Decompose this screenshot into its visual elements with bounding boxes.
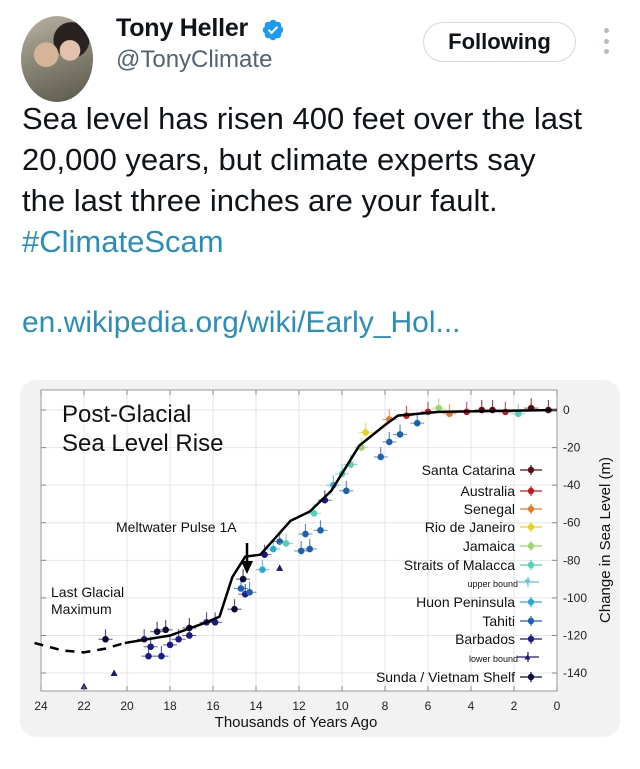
svg-text:Sunda / Vietnam Shelf: Sunda / Vietnam Shelf [376, 669, 515, 685]
svg-text:8: 8 [382, 699, 389, 713]
arrow-down-icon [241, 561, 253, 574]
svg-text:0: 0 [554, 699, 561, 713]
svg-text:6: 6 [425, 699, 432, 713]
x-axis-label: Thousands of Years Ago [215, 714, 378, 731]
svg-text:-100: -100 [563, 591, 587, 605]
svg-text:12: 12 [292, 699, 306, 713]
svg-text:2: 2 [511, 699, 518, 713]
svg-text:-140: -140 [563, 666, 587, 680]
svg-text:Australia: Australia [461, 483, 516, 499]
svg-text:Huon Peninsula: Huon Peninsula [416, 594, 515, 610]
svg-text:Tahiti: Tahiti [482, 613, 515, 629]
x-axis-ticks: 24 22 20 18 16 14 12 10 8 6 4 2 0 [34, 390, 561, 713]
tweet-line: the last three inches are your fault. [22, 183, 498, 218]
y-axis-ticks: 0 -20 -40 -60 -80 -100 -120 -140 [41, 403, 587, 680]
tweet-line: 20,000 years, but climate experts say [22, 142, 536, 177]
y-axis-label: Change in Sea Level (m) [597, 457, 614, 623]
svg-text:-40: -40 [563, 478, 581, 492]
svg-text:Senegal: Senegal [464, 501, 515, 517]
svg-text:0: 0 [563, 403, 570, 417]
svg-text:4: 4 [468, 699, 475, 713]
annotation-lgm-line2: Maximum [51, 601, 112, 617]
svg-text:20: 20 [120, 699, 134, 713]
chart-title-line1: Post-Glacial [62, 401, 191, 428]
tweet-text: Sea level has risen 400 feet over the la… [22, 98, 632, 262]
chart-title-line2: Sea Level Rise [62, 430, 223, 457]
svg-text:Straits of Malacca: Straits of Malacca [404, 557, 515, 573]
svg-text:-60: -60 [563, 516, 581, 530]
svg-text:Santa Catarina: Santa Catarina [422, 462, 516, 478]
svg-text:10: 10 [335, 699, 349, 713]
svg-text:18: 18 [163, 699, 177, 713]
annotation-lgm-line1: Last Glacial [51, 584, 124, 600]
following-button[interactable]: Following [423, 22, 576, 62]
svg-text:lower bound: lower bound [469, 654, 518, 664]
chart-image-card[interactable]: 24 22 20 18 16 14 12 10 8 6 4 2 0 0 -20 -40 -60 -80 -100-… [20, 380, 620, 737]
wikipedia-link[interactable]: en.wikipedia.org/wiki/Early_Hol... [22, 306, 461, 339]
curve-dashed [34, 641, 126, 654]
annotation-meltwater: Meltwater Pulse 1A [116, 519, 237, 535]
svg-text:Jamaica: Jamaica [463, 538, 515, 554]
curve-mean [124, 408, 558, 645]
svg-text:upper bound: upper bound [467, 579, 518, 589]
svg-text:22: 22 [77, 699, 91, 713]
svg-text:-20: -20 [563, 441, 581, 455]
hashtag-link[interactable]: #ClimateScam [22, 224, 224, 259]
svg-text:Rio de Janeiro: Rio de Janeiro [425, 519, 515, 535]
verified-badge-icon [262, 19, 284, 41]
chart-legend: Santa Catarina Australia Senegal Rio de Jan… [376, 462, 542, 685]
svg-text:16: 16 [206, 699, 220, 713]
svg-text:Barbados: Barbados [455, 631, 515, 647]
avatar[interactable] [21, 16, 93, 102]
svg-text:-120: -120 [563, 628, 587, 642]
svg-text:14: 14 [249, 699, 263, 713]
author-handle[interactable]: @TonyClimate [116, 46, 273, 73]
tweet-line: Sea level has risen 400 feet over the la… [22, 101, 583, 136]
svg-text:24: 24 [34, 699, 48, 713]
more-options-icon[interactable] [601, 28, 611, 54]
author-name[interactable]: Tony Heller [116, 14, 249, 42]
svg-text:-80: -80 [563, 553, 581, 567]
chart-grid [40, 390, 558, 691]
sea-level-chart: 24 22 20 18 16 14 12 10 8 6 4 2 0 0-20-40-60-80-100-… [34, 389, 614, 731]
